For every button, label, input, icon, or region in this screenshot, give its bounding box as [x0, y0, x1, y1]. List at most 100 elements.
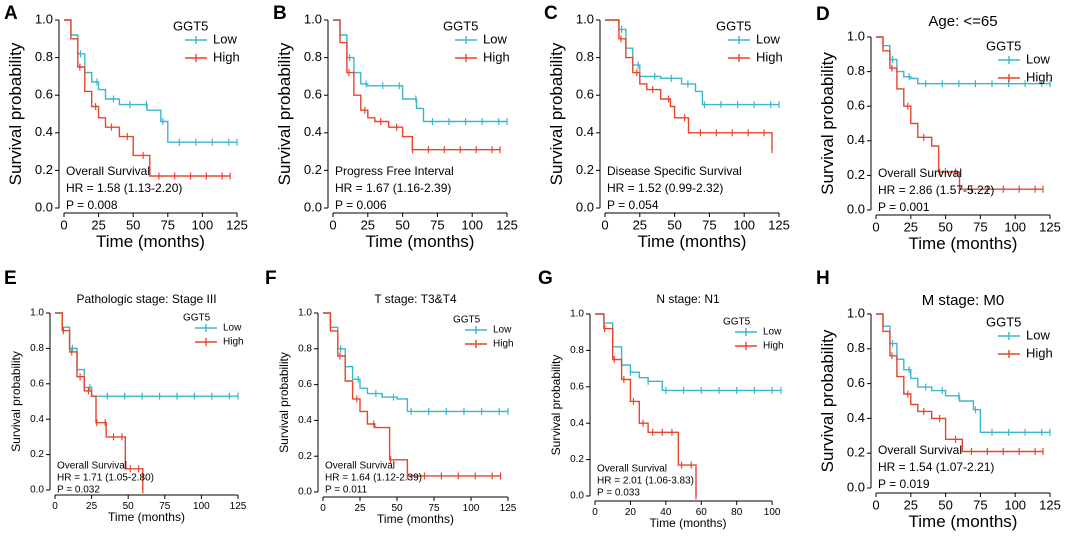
y-tick-label: 1.0: [847, 28, 865, 43]
legend-label-high: High: [756, 49, 783, 64]
panel-h: H M stage: M0 0 25 50 75 100 125 0.0 0.2 0.4 0.6 0.8…: [816, 268, 1061, 531]
panel-label: D: [816, 4, 830, 25]
x-tick-label: 0: [601, 217, 608, 232]
legend-label-high: High: [213, 49, 240, 64]
y-tick-label: 0.6: [570, 381, 584, 392]
x-tick-label: 50: [395, 217, 409, 232]
panel-label: A: [4, 3, 18, 24]
legend-label-low: Low: [213, 31, 237, 46]
km-curve-high: [595, 313, 697, 496]
stats-annotation: P = 0.011: [325, 485, 368, 496]
km-curve-low: [64, 19, 237, 143]
panel-e: E Pathologic stage: Stage III 0 25 50 75 100 12…: [4, 268, 247, 524]
x-tick-label: 100: [733, 217, 755, 232]
y-tick-label: 0.2: [30, 449, 44, 460]
panel-c: C 0 25 50 75 100 125 0.0 0.2 0.4 0.6 0.8 1.0 Time (mo…: [544, 3, 790, 251]
x-tick-label: 125: [1039, 219, 1061, 234]
y-tick-label: 0.6: [304, 87, 322, 102]
x-tick-label: 125: [1039, 497, 1061, 512]
x-tick-label: 0: [872, 497, 879, 512]
stats-annotation: HR = 1.52 (0.99-2.32): [607, 181, 723, 195]
y-tick-label: 1.0: [570, 309, 584, 320]
x-tick-label: 100: [192, 217, 214, 232]
x-tick-label: 75: [428, 503, 440, 514]
y-tick-label: 0.6: [847, 98, 865, 113]
x-tick-label: 100: [764, 507, 781, 518]
y-tick-label: 0.4: [298, 415, 312, 426]
y-tick-label: 0.4: [847, 410, 865, 425]
legend-label-low: Low: [483, 31, 507, 46]
x-axis-label: Time (months): [366, 232, 475, 251]
x-tick-label: 0: [52, 501, 58, 512]
panel-label: F: [265, 268, 277, 289]
panel-label: E: [4, 268, 17, 289]
x-tick-label: 0: [320, 503, 326, 514]
y-tick-label: 0.0: [576, 199, 594, 214]
panel-a: A 0 25 50 75 100 125 0.0 0.2 0.4 0.6 0.8 1.0 Time (mo…: [4, 3, 248, 251]
y-tick-label: 0.2: [304, 162, 322, 177]
panel-label: H: [816, 268, 830, 289]
y-tick-label: 0.8: [847, 63, 865, 78]
legend-title: GGT5: [443, 19, 478, 34]
y-tick-label: 0.4: [304, 124, 322, 139]
x-axis-label: Time (months): [108, 510, 185, 524]
x-tick-label: 50: [126, 217, 140, 232]
stats-annotation: P = 0.008: [66, 198, 118, 212]
stats-annotation: P = 0.054: [607, 198, 659, 212]
x-tick-label: 100: [1004, 497, 1026, 512]
y-axis-label: Survival probability: [818, 329, 837, 472]
x-tick-label: 0: [592, 507, 598, 518]
legend-label-low: Low: [1026, 51, 1050, 66]
legend-label-high: High: [1026, 69, 1053, 84]
legend-label-low: Low: [1026, 327, 1050, 342]
legend-label-high: High: [493, 339, 514, 350]
stats-annotation: Disease Specific Survival: [607, 164, 742, 178]
stats-annotation: P = 0.001: [878, 200, 930, 214]
panel-b: B 0 25 50 75 100 125 0.0 0.2 0.4 0.6 0.8 1.0 Time (mo…: [273, 3, 518, 251]
legend-label-low: Low: [756, 31, 780, 46]
y-tick-label: 0.8: [304, 49, 322, 64]
y-tick-label: 0.2: [298, 451, 312, 462]
x-tick-label: 50: [667, 217, 681, 232]
km-curve-high: [876, 313, 1043, 453]
legend-label-low: Low: [493, 325, 512, 336]
km-curve-high: [876, 36, 1043, 190]
y-tick-label: 0.4: [35, 124, 53, 139]
x-tick-label: 25: [91, 217, 105, 232]
x-axis-label: Time (months): [650, 516, 727, 530]
y-tick-label: 0.6: [30, 378, 44, 389]
y-tick-label: 0.2: [570, 454, 584, 465]
y-axis-label: Survival probability: [6, 42, 25, 185]
legend-label-high: High: [483, 49, 510, 64]
y-axis-label: Survival probability: [547, 42, 566, 185]
x-tick-label: 75: [973, 497, 987, 512]
legend-title: GGT5: [986, 39, 1021, 54]
stats-annotation: P = 0.032: [57, 485, 100, 496]
chart-title: Pathologic stage: Stage III: [76, 292, 216, 306]
legend-title: GGT5: [173, 19, 208, 34]
y-tick-label: 1.0: [30, 308, 44, 319]
km-curve-low: [333, 19, 507, 123]
panel-label: B: [273, 3, 287, 24]
x-tick-label: 25: [354, 503, 366, 514]
y-tick-label: 0.0: [298, 487, 312, 498]
x-tick-label: 75: [159, 501, 171, 512]
x-tick-label: 125: [768, 217, 790, 232]
km-curve-high: [64, 19, 231, 177]
y-tick-label: 0.2: [576, 162, 594, 177]
x-tick-label: 0: [60, 217, 67, 232]
x-tick-label: 100: [463, 503, 480, 514]
x-tick-label: 50: [391, 503, 403, 514]
x-tick-label: 25: [904, 497, 918, 512]
x-tick-label: 60: [696, 507, 708, 518]
stats-annotation: HR = 1.58 (1.13-2.20): [66, 181, 182, 195]
x-tick-label: 75: [702, 217, 716, 232]
y-tick-label: 0.4: [30, 414, 44, 425]
stats-annotation: Progress Free Interval: [335, 164, 454, 178]
stats-annotation: Overall Survival: [57, 461, 127, 472]
stats-annotation: Overall Survival: [878, 166, 962, 180]
x-axis-label: Time (months): [96, 232, 205, 251]
y-tick-label: 0.6: [576, 87, 594, 102]
y-axis-label: Survival probability: [277, 352, 291, 453]
